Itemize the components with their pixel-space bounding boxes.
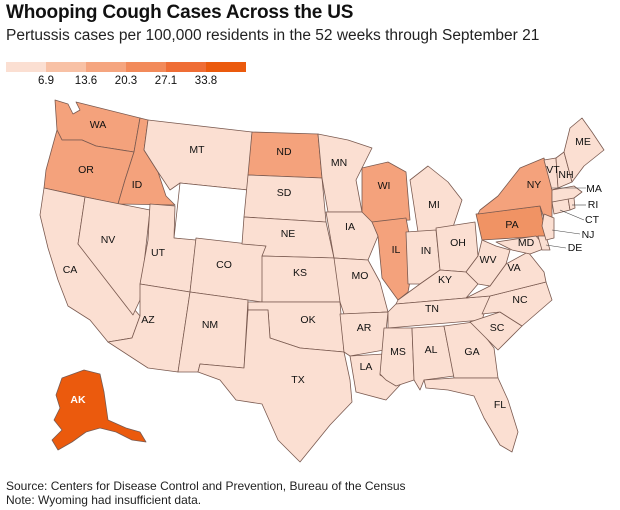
data-note: Note: Wyoming had insufficient data. <box>6 493 202 507</box>
label-nc: NC <box>512 294 528 306</box>
label-ut: UT <box>151 247 166 259</box>
state-tx[interactable] <box>197 309 353 463</box>
label-ks: KS <box>293 267 307 279</box>
label-mi: MI <box>428 199 440 211</box>
leader-ct <box>559 209 585 221</box>
label-wv: WV <box>480 254 497 266</box>
label-ms: MS <box>390 346 406 358</box>
state-ar[interactable] <box>339 311 389 357</box>
label-az: AZ <box>141 314 155 326</box>
state-ak[interactable] <box>51 369 147 451</box>
state-mn[interactable] <box>317 133 373 213</box>
label-ne: NE <box>281 228 296 240</box>
state-fl[interactable] <box>423 377 519 453</box>
state-nm[interactable] <box>177 291 249 373</box>
label-oh: OH <box>450 237 466 249</box>
label-la: LA <box>360 361 373 373</box>
label-ar: AR <box>357 322 372 334</box>
legend-swatch-4 <box>126 62 166 72</box>
leader-nj <box>551 229 581 235</box>
label-mt: MT <box>189 144 205 156</box>
label-tn: TN <box>425 303 439 315</box>
label-sc: SC <box>490 322 505 334</box>
label-ny: NY <box>527 179 542 191</box>
state-ia[interactable] <box>325 211 379 261</box>
footer: Source: Centers for Disease Control and … <box>6 479 406 507</box>
chart-title: Whooping Cough Cases Across the US <box>6 2 354 23</box>
label-wi: WI <box>378 180 391 192</box>
state-ks[interactable] <box>261 255 341 303</box>
label-ri: RI <box>588 199 599 211</box>
label-ga: GA <box>464 346 479 358</box>
label-sd: SD <box>277 187 292 199</box>
label-vt: VT <box>546 164 560 176</box>
label-ma: MA <box>586 183 602 195</box>
label-or: OR <box>78 164 94 176</box>
state-wv[interactable] <box>465 239 511 287</box>
source-note: Source: Centers for Disease Control and … <box>6 479 406 493</box>
legend-label-1: 6.9 <box>38 75 54 87</box>
label-pa: PA <box>505 219 518 231</box>
state-mo[interactable] <box>333 257 389 315</box>
label-in: IN <box>421 245 432 257</box>
legend-label-4: 27.1 <box>154 75 178 87</box>
leader-de <box>545 244 567 249</box>
label-ia: IA <box>345 221 355 233</box>
label-va: VA <box>507 262 520 274</box>
label-nd: ND <box>276 146 292 158</box>
label-nj: NJ <box>582 229 595 241</box>
label-ct: CT <box>585 214 600 226</box>
label-md: MD <box>518 237 535 249</box>
label-nv: NV <box>101 234 116 246</box>
state-wy[interactable] <box>173 182 249 247</box>
state-ma[interactable] <box>551 185 583 203</box>
legend-label-2: 13.6 <box>74 75 98 87</box>
label-nh: NH <box>558 169 573 181</box>
label-nm: NM <box>202 319 218 331</box>
label-al: AL <box>425 344 438 356</box>
legend-label-5: 33.8 <box>194 75 218 87</box>
legend-label-3: 20.3 <box>114 75 138 87</box>
legend-labels: 6.9 13.6 20.3 27.1 33.8 <box>6 72 246 88</box>
label-co: CO <box>216 259 232 271</box>
legend-swatch-1 <box>6 62 46 72</box>
label-me: ME <box>575 136 591 148</box>
label-fl: FL <box>494 399 506 411</box>
legend-swatch-2 <box>46 62 86 72</box>
label-tx: TX <box>291 374 304 386</box>
legend-color-scale <box>6 62 246 72</box>
state-md[interactable] <box>495 235 547 255</box>
label-ca: CA <box>63 264 78 276</box>
label-wa: WA <box>90 119 107 131</box>
chart-subtitle: Pertussis cases per 100,000 residents in… <box>6 27 540 44</box>
state-nj[interactable] <box>541 213 555 241</box>
legend-swatch-6 <box>206 62 246 72</box>
label-il: IL <box>392 244 401 256</box>
label-ak: AK <box>70 394 86 406</box>
legend-swatch-3 <box>86 62 126 72</box>
label-id: ID <box>132 179 143 191</box>
legend-swatch-5 <box>166 62 206 72</box>
state-wi[interactable] <box>361 161 411 223</box>
label-ok: OK <box>300 314 315 326</box>
state-nv[interactable] <box>77 196 151 316</box>
state-me[interactable] <box>563 117 605 183</box>
label-mo: MO <box>352 270 369 282</box>
label-mn: MN <box>331 157 347 169</box>
legend: 6.9 13.6 20.3 27.1 33.8 <box>6 62 246 88</box>
label-ky: KY <box>438 274 452 286</box>
label-de: DE <box>568 242 583 254</box>
